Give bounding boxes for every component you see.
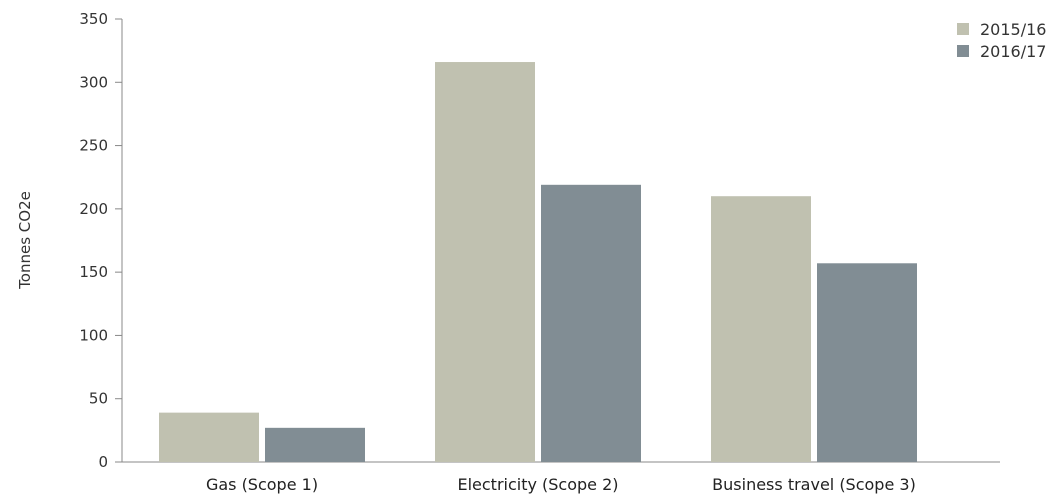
bar-2016-17-0	[265, 427, 365, 462]
legend: 2015/16 2016/17	[957, 20, 1046, 61]
y-axis-title: Tonnes CO2e	[16, 191, 34, 290]
bar-2016-17-2	[817, 263, 917, 462]
y-tick-label: 200	[79, 200, 108, 218]
bar-2015-16-0	[159, 412, 259, 462]
bar-2015-16-2	[711, 196, 811, 462]
legend-swatch	[957, 45, 969, 57]
x-category-label: Gas (Scope 1)	[206, 475, 318, 494]
bar-2016-17-1	[541, 184, 641, 462]
y-tick-label: 300	[79, 73, 108, 91]
bar-2015-16-1	[435, 62, 535, 462]
y-tick-label: 0	[98, 453, 108, 471]
x-category-label: Business travel (Scope 3)	[712, 475, 916, 494]
y-tick-label: 100	[79, 326, 108, 344]
y-tick-label: 250	[79, 137, 108, 155]
legend-swatch	[957, 23, 969, 35]
x-axis: Gas (Scope 1) Electricity (Scope 2) Busine…	[122, 461, 1000, 494]
y-tick-label: 50	[89, 390, 108, 408]
x-category-label: Electricity (Scope 2)	[457, 475, 618, 494]
y-axis: 0 50 100 150 200 250 300 350	[79, 10, 123, 471]
legend-label: 2016/17	[980, 42, 1046, 61]
bars	[159, 62, 917, 462]
legend-label: 2015/16	[980, 20, 1046, 39]
y-tick-label: 350	[79, 10, 108, 28]
y-tick-label: 150	[79, 263, 108, 281]
